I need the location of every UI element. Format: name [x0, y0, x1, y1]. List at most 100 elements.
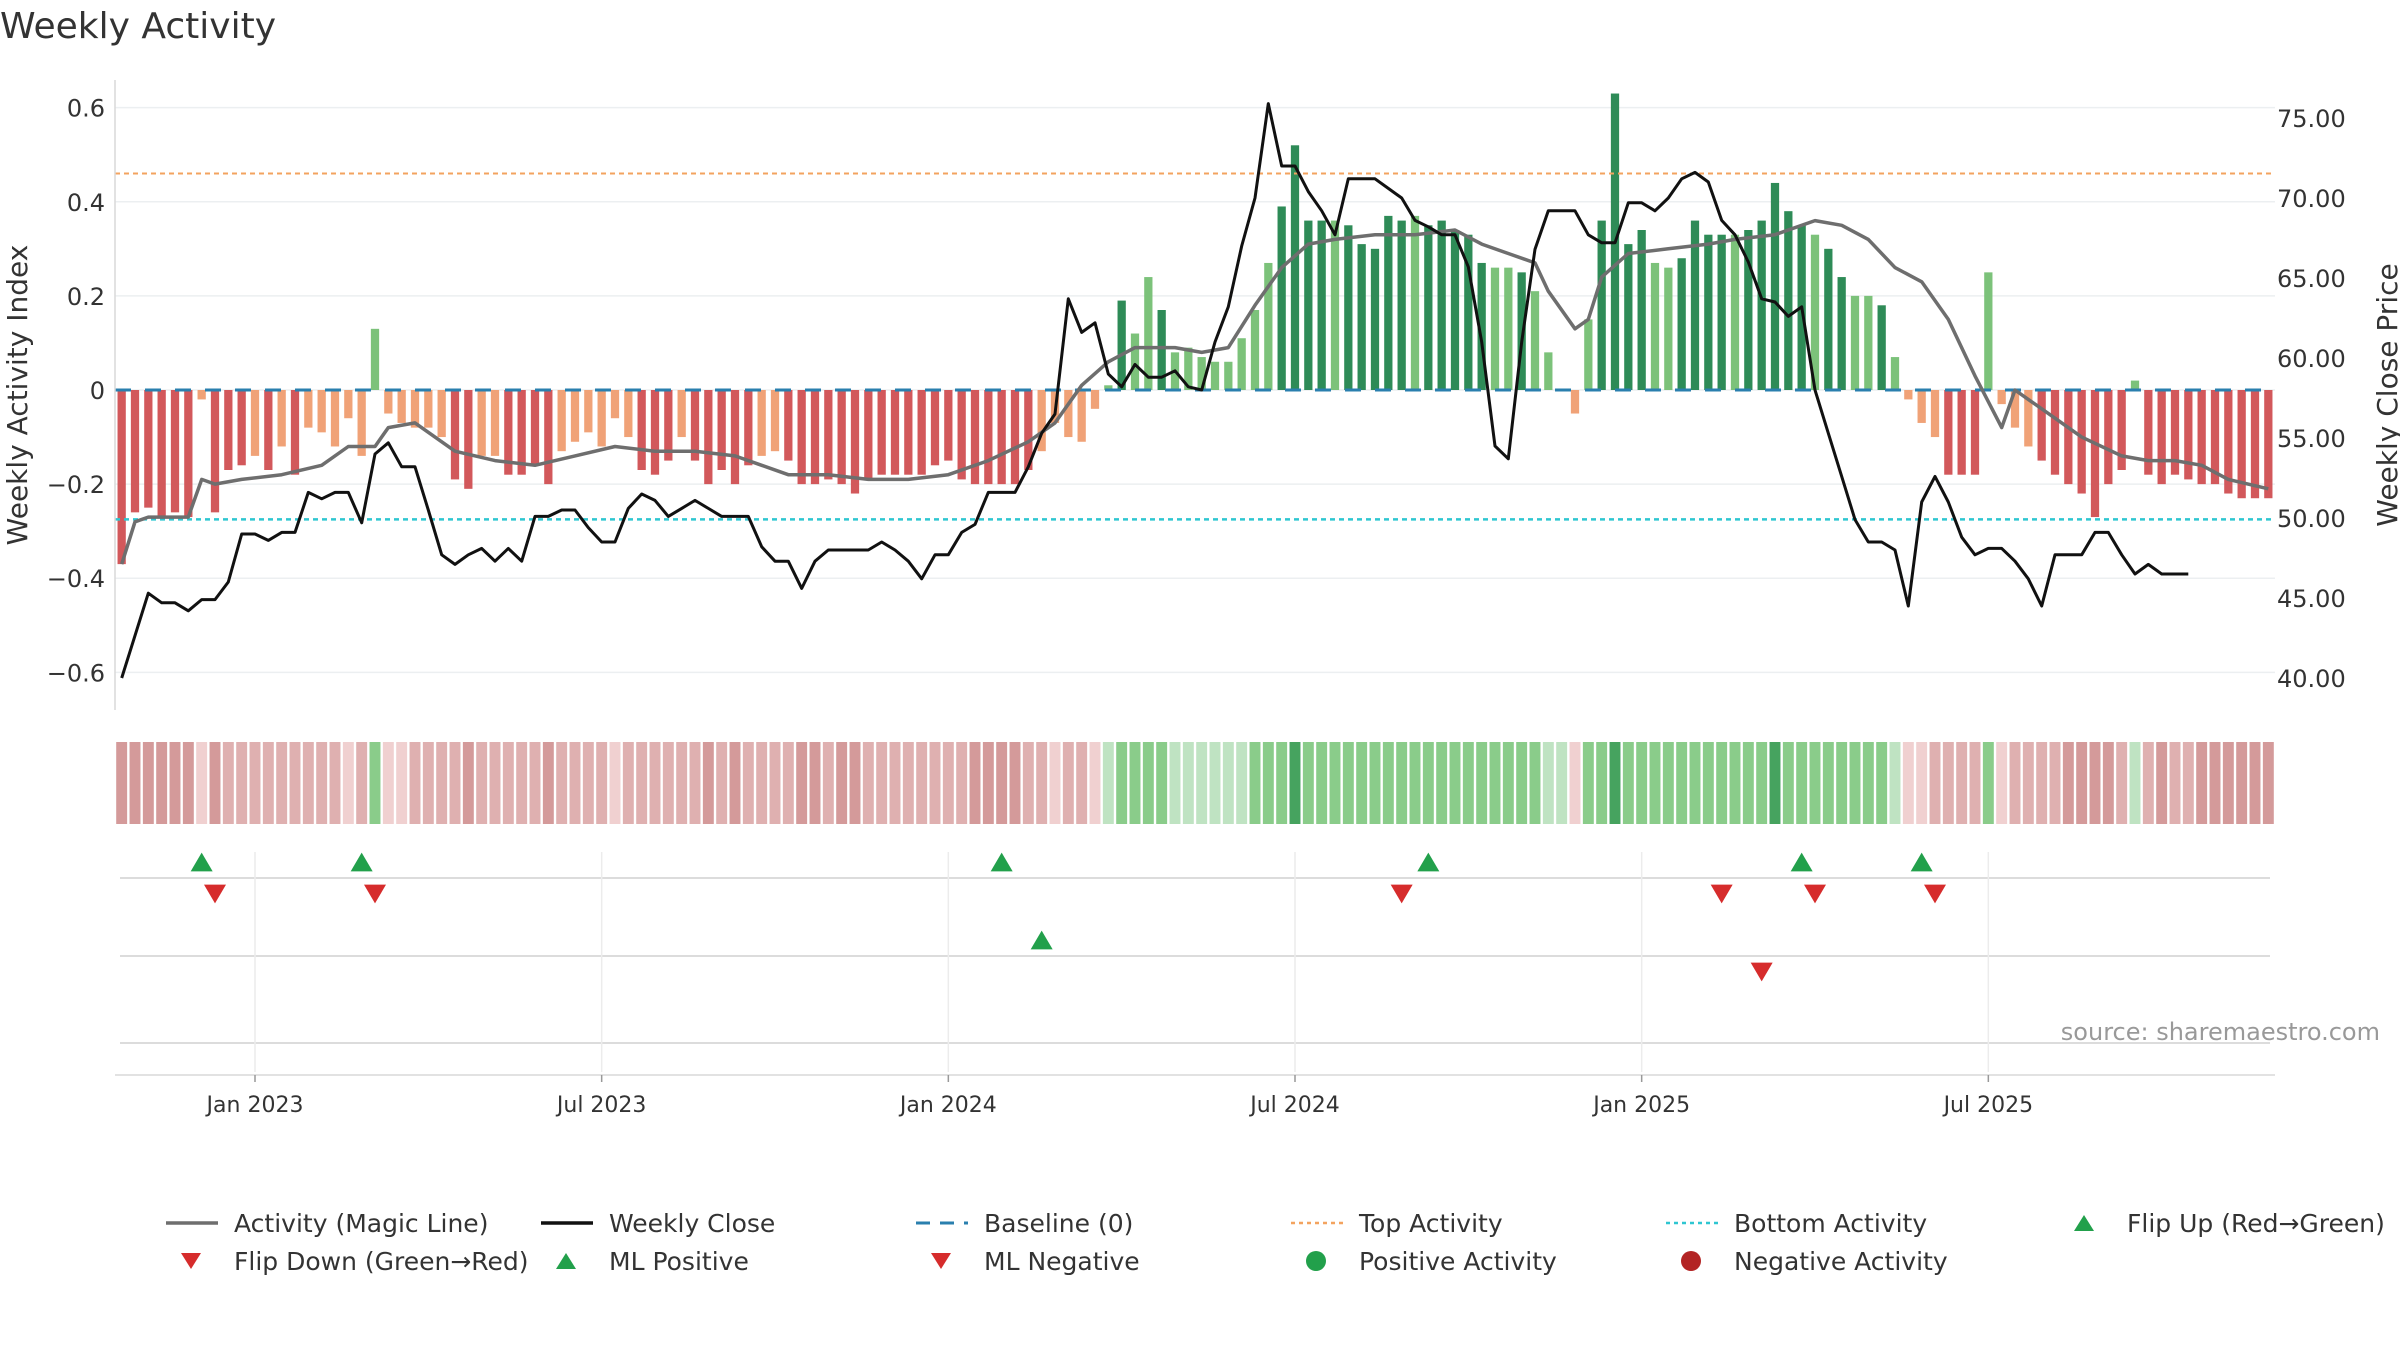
state-strip-cell: [1249, 742, 1261, 824]
legend-label: ML Positive: [609, 1246, 749, 1276]
state-strip-cell: [169, 742, 181, 824]
state-strip-cell: [1662, 742, 1674, 824]
legend-swatch: [1306, 1251, 1326, 1271]
legend-swatch: [181, 1253, 201, 1269]
state-strip-cell: [142, 742, 154, 824]
y-tick-label-left: 0.6: [67, 95, 105, 123]
state-strip-cell: [1382, 742, 1394, 824]
state-strip-cell: [662, 742, 674, 824]
state-strip-cell: [476, 742, 488, 824]
y-tick-label-right: 75.00: [2277, 105, 2346, 133]
activity-bar: [1037, 390, 1046, 452]
activity-bar: [1650, 262, 1660, 390]
legend-swatch: [931, 1253, 951, 1269]
legend-item: ML Positive: [535, 1243, 749, 1279]
y-tick-label-right: 60.00: [2277, 345, 2346, 373]
activity-bar: [1144, 277, 1153, 390]
state-strip-cell: [1156, 742, 1168, 824]
activity-bar: [1250, 310, 1260, 390]
state-strip-cell: [249, 742, 261, 824]
state-strip-cell: [742, 742, 754, 824]
activity-bar: [384, 390, 393, 414]
state-strip-cell: [2182, 742, 2194, 824]
activity-bar: [1197, 357, 1206, 390]
state-strip-cell: [1169, 742, 1181, 824]
state-strip-cell: [1636, 742, 1648, 824]
activity-bar: [210, 390, 220, 513]
activity-bar: [117, 390, 126, 565]
state-strip-cell: [1222, 742, 1234, 824]
activity-bar: [1917, 390, 1926, 423]
state-strip-cell: [1409, 742, 1421, 824]
activity-bar: [744, 390, 753, 466]
flip-down-marker: [1390, 884, 1413, 904]
flip-up-marker: [1910, 852, 1933, 872]
state-strip-cell: [2062, 742, 2074, 824]
activity-bar: [1930, 390, 1940, 438]
activity-bar: [850, 390, 860, 494]
flip-down-marker: [1924, 884, 1946, 904]
state-strip-cell: [2169, 742, 2181, 824]
legend-item: Bottom Activity: [1660, 1205, 1927, 1241]
activity-bar: [784, 390, 793, 461]
state-strip-cell: [1782, 742, 1794, 824]
activity-bar: [1530, 291, 1540, 390]
state-strip-cell: [2089, 742, 2101, 824]
state-strip-cell: [1876, 742, 1888, 824]
state-strip-cell: [236, 742, 248, 824]
state-strip-cell: [1396, 742, 1408, 824]
activity-bar: [144, 390, 153, 508]
activity-bar: [1237, 338, 1246, 390]
state-strip-cell: [2049, 742, 2061, 824]
state-strip-cell: [436, 742, 448, 824]
activity-bar: [930, 390, 940, 466]
activity-bar: [2144, 390, 2153, 475]
activity-bar: [1957, 390, 1966, 475]
y-tick-label-right: 50.00: [2277, 505, 2346, 533]
activity-bar: [1477, 262, 1486, 390]
activity-bar: [704, 390, 713, 485]
activity-bar: [957, 390, 966, 480]
state-strip-cell: [1502, 742, 1514, 824]
activity-bar: [157, 390, 166, 518]
legend-label: Flip Down (Green→Red): [234, 1246, 529, 1276]
state-strip-cell: [329, 742, 341, 824]
x-tick-label: Jul 2023: [555, 1093, 647, 1118]
activity-bar: [2184, 390, 2193, 480]
activity-bar: [2197, 390, 2206, 485]
state-strip-cell: [769, 742, 781, 824]
state-strip-cell: [1009, 742, 1021, 824]
activity-bar: [1264, 262, 1273, 390]
state-strip-cell: [2209, 742, 2221, 824]
activity-bar: [450, 390, 460, 480]
activity-bar: [837, 390, 846, 485]
chart-canvas: Weekly Activity Weekly Activity Index We…: [0, 6, 2400, 1118]
state-strip-cell: [569, 742, 581, 824]
state-strip-cell: [129, 742, 141, 824]
state-strip-cell: [862, 742, 874, 824]
y-axis-label-left: Weekly Activity Index: [1, 245, 34, 546]
state-strip-cell: [2196, 742, 2208, 824]
activity-bar: [717, 390, 726, 470]
activity-bar: [1397, 220, 1406, 390]
activity-bar: [2117, 390, 2126, 470]
activity-bar: [370, 328, 380, 390]
state-strip-cell: [116, 742, 128, 824]
state-strip-cell: [556, 742, 568, 824]
state-strip-cell: [956, 742, 968, 824]
y-tick-label-right: 70.00: [2277, 185, 2346, 213]
activity-bar: [437, 390, 446, 438]
state-strip-cell: [676, 742, 688, 824]
activity-bar: [1304, 220, 1313, 390]
state-strip-cell: [2236, 742, 2248, 824]
state-strip-cell: [729, 742, 741, 824]
flip-down-marker: [204, 884, 226, 904]
state-strip-cell: [1182, 742, 1194, 824]
activity-bar: [464, 390, 473, 489]
activity-bar: [1704, 234, 1713, 390]
state-strip-cell: [982, 742, 994, 824]
activity-bar: [624, 390, 633, 438]
activity-bar: [970, 390, 980, 485]
state-strip-cell: [716, 742, 728, 824]
y-tick-label-left: −0.4: [47, 565, 105, 593]
